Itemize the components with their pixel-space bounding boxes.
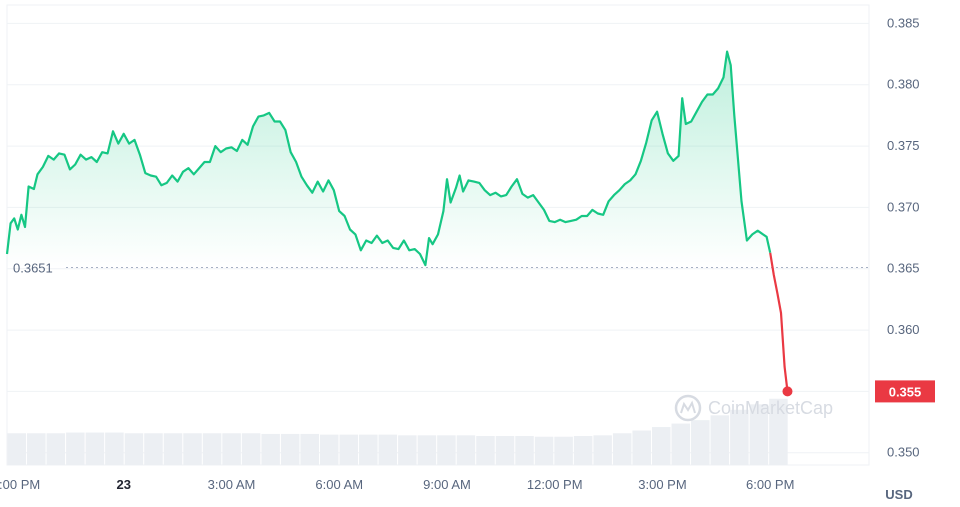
y-tick-label: 0.365 [887, 261, 920, 276]
volume-bar [730, 409, 749, 465]
price-line-down [769, 252, 789, 392]
volume-bar [319, 434, 339, 465]
volume-bar [27, 433, 46, 465]
x-tick-label: 9:00 AM [423, 477, 471, 492]
volume-bar [554, 436, 573, 465]
x-tick-label: 3:00 AM [208, 477, 256, 492]
y-tick-label: 0.360 [887, 322, 920, 337]
x-axis-ticks: 9:00 PM 23 3:00 AM 6:00 AM 9:00 AM 12:00 PM 3:… [0, 477, 794, 492]
volume-bar [378, 434, 398, 465]
y-tick-label: 0.350 [887, 445, 920, 460]
coinmarketcap-logo-mark [680, 400, 696, 414]
volume-bar [612, 433, 632, 465]
volume-bar [456, 435, 476, 465]
x-tick-label: 12:00 PM [527, 477, 583, 492]
volume-bar [476, 436, 495, 465]
volume-bar [163, 433, 183, 465]
volume-bar [398, 435, 417, 465]
volume-bar [241, 433, 261, 465]
y-tick-label: 0.370 [887, 199, 920, 214]
volume-bar [261, 433, 280, 465]
volume-bar [124, 433, 144, 465]
y-tick-label: 0.385 [887, 15, 920, 30]
y-tick-label: 0.375 [887, 138, 920, 153]
price-area-fill [7, 51, 771, 268]
volume-bar [105, 432, 124, 465]
price-line-up [5, 50, 772, 267]
currency-unit: USD [885, 487, 912, 502]
volume-bar [183, 433, 202, 465]
current-price-dot [782, 386, 793, 397]
volume-bar [359, 434, 378, 465]
volume-bar [46, 433, 66, 465]
volume-bar [300, 433, 319, 465]
volume-bar [280, 433, 300, 465]
volume-bar [691, 420, 710, 465]
current-price-tag: 0.355 [875, 380, 935, 403]
volume-bars [7, 398, 788, 465]
volume-bar [495, 436, 515, 465]
volume-bar [515, 436, 534, 465]
volume-bar [671, 423, 691, 465]
volume-bar [144, 433, 163, 465]
coinmarketcap-watermark: CoinMarketCap [674, 394, 833, 422]
volume-bar [534, 436, 554, 465]
volume-bar [417, 435, 437, 465]
x-tick-label: 9:00 PM [0, 477, 40, 492]
volume-bar [7, 433, 27, 465]
x-tick-label: 3:00 PM [638, 477, 686, 492]
volume-bar [339, 434, 359, 465]
volume-bar [593, 435, 612, 465]
watermark-text: CoinMarketCap [708, 398, 833, 418]
volume-bar [573, 436, 593, 465]
current-price-label: 0.355 [889, 384, 922, 399]
x-tick-label: 23 [116, 477, 130, 492]
x-tick-label: 6:00 AM [315, 477, 363, 492]
volume-bar [749, 404, 769, 465]
volume-bar [651, 427, 671, 465]
volume-bar [222, 433, 241, 465]
current-price-box [875, 380, 935, 403]
reference-label: 0.3651 [13, 261, 53, 276]
coinmarketcap-logo-icon [674, 394, 702, 422]
volume-bar [85, 432, 105, 465]
x-tick-label: 6:00 PM [746, 477, 794, 492]
volume-bar [710, 415, 730, 465]
volume-bar [202, 433, 222, 465]
volume-bar [769, 398, 788, 465]
volume-bar [632, 430, 651, 465]
volume-bar [437, 435, 456, 465]
y-tick-label: 0.380 [887, 77, 920, 92]
volume-bar [66, 432, 85, 465]
